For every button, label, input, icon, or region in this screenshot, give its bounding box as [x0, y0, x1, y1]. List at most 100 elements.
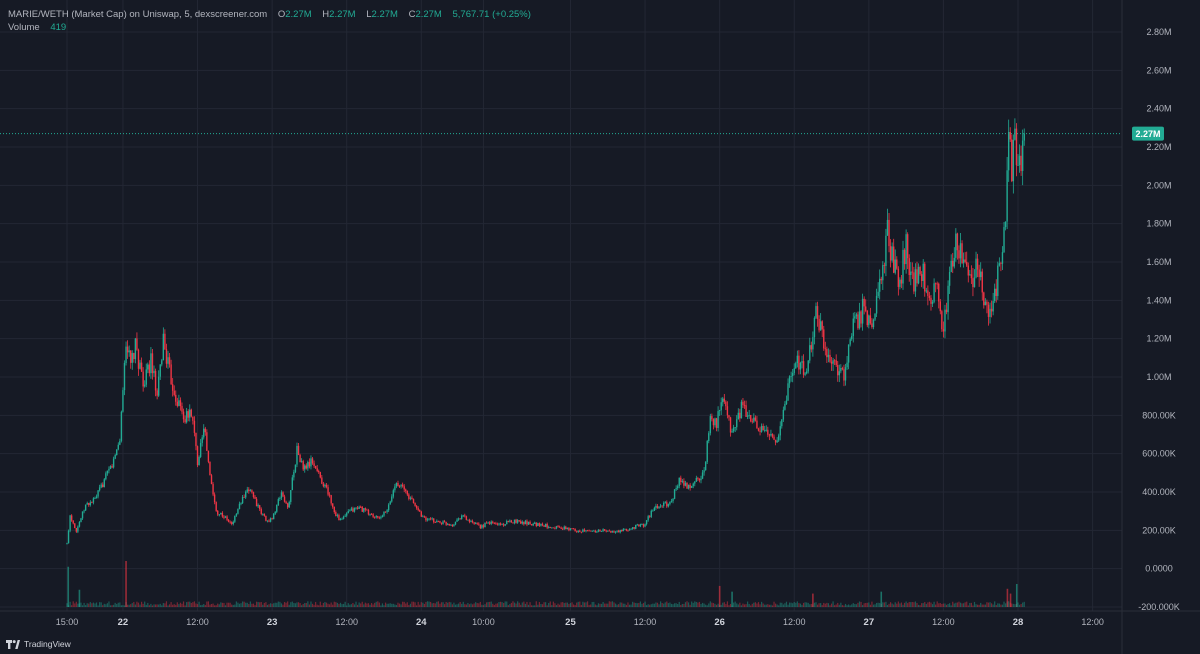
volume-bar	[919, 605, 921, 607]
volume-bar	[352, 602, 354, 607]
high-label: H	[322, 9, 330, 20]
candle-body	[251, 490, 253, 493]
volume-bar	[99, 602, 101, 607]
candle-body	[624, 528, 626, 530]
candle-body	[649, 516, 651, 517]
candle-body	[142, 371, 144, 387]
volume-bar	[75, 601, 77, 607]
volume-bar	[605, 603, 607, 607]
candle-body	[425, 517, 427, 521]
candle-body	[824, 348, 827, 350]
candle-body	[462, 515, 464, 517]
candle-body	[147, 364, 149, 370]
volume-bar	[108, 601, 110, 607]
candle-body	[198, 456, 200, 466]
volume-bar	[360, 603, 362, 607]
volume-bar	[154, 604, 157, 607]
candle-body	[150, 353, 152, 374]
candle-body	[468, 519, 471, 522]
volume-bar	[558, 604, 561, 607]
candle-body	[959, 243, 962, 259]
symbol-title[interactable]: MARIE/WETH (Market Cap) on Uniswap, 5, d…	[8, 9, 268, 20]
candle-body	[607, 530, 609, 532]
candle-body	[942, 329, 945, 332]
candle-body	[610, 530, 612, 533]
candle-body	[434, 522, 436, 523]
volume-bar	[291, 601, 293, 607]
candle-body	[865, 306, 867, 311]
candle-body	[490, 521, 492, 524]
volume-bar	[722, 602, 724, 607]
volume-bar	[465, 604, 467, 607]
volume-label[interactable]: Volume	[8, 22, 40, 33]
candle-body	[192, 416, 194, 421]
candle-body	[324, 484, 326, 487]
volume-bar	[963, 603, 965, 607]
volume-bar	[781, 602, 783, 607]
candle-body	[182, 411, 185, 420]
candle-body	[386, 510, 388, 512]
volume-bar	[748, 603, 750, 607]
candle-body	[577, 530, 579, 532]
x-tick-label: 12:00	[1081, 617, 1104, 627]
candle-body	[171, 384, 174, 391]
volume-bar	[894, 602, 896, 607]
candle-body	[485, 522, 488, 524]
candle-body	[698, 478, 701, 481]
candle-body	[555, 526, 558, 529]
candle-body	[597, 529, 600, 532]
volume-bar	[695, 601, 697, 607]
candle-body	[453, 524, 455, 527]
volume-bar	[585, 602, 587, 607]
volume-bar	[762, 603, 764, 607]
candle-body	[350, 508, 353, 511]
volume-spike	[1015, 584, 1018, 607]
candle-body	[534, 522, 536, 524]
candle-body	[190, 409, 193, 417]
volume-bar	[241, 601, 244, 607]
volume-bar	[549, 601, 551, 607]
volume-bar	[391, 603, 393, 607]
candle-body	[328, 494, 331, 496]
candle-body	[580, 531, 583, 533]
volume-bar	[344, 601, 346, 607]
candle-body	[616, 530, 618, 532]
candle-body	[262, 513, 264, 515]
volume-bar	[134, 604, 136, 607]
volume-bar	[280, 603, 283, 607]
volume-bar	[496, 603, 499, 607]
volume-bar	[361, 601, 363, 607]
candle-body	[538, 523, 541, 526]
volume-bar	[356, 604, 359, 607]
candle-body	[294, 464, 297, 472]
volume-bar	[580, 604, 582, 607]
volume-bar	[745, 604, 747, 607]
volume-bar	[871, 601, 873, 607]
volume-bar	[214, 605, 216, 607]
tradingview-logo[interactable]: TradingView	[6, 639, 71, 649]
volume-bar	[305, 603, 307, 607]
candle-body	[638, 524, 640, 527]
volume-bar	[739, 602, 741, 607]
time-axis[interactable]: 15:00 22 12:00 23 12:00 24 10:00 25 12:00 26 12:00…	[0, 610, 1200, 628]
volume-bar	[874, 604, 876, 607]
candle-body	[849, 339, 851, 345]
price-axis[interactable]: 2.80M 2.60M 2.40M 2.20M 2.00M 1.80M 1.60M 1.40M…	[1121, 0, 1180, 654]
volume-bar	[83, 602, 85, 607]
volume-bar	[602, 601, 604, 607]
candle-body	[611, 531, 614, 533]
candle-body	[717, 411, 719, 428]
volume-bar	[830, 603, 833, 607]
candle-body	[875, 295, 878, 314]
candle-body	[802, 361, 805, 375]
volume-bar	[902, 604, 904, 607]
candle-body	[215, 502, 217, 511]
candle-body	[608, 530, 611, 532]
volume-bar	[975, 604, 977, 607]
candle-body	[989, 308, 991, 317]
candle-body	[282, 492, 284, 497]
volume-bar	[307, 601, 309, 607]
candle-body	[851, 335, 853, 340]
volume-bar	[835, 604, 837, 607]
